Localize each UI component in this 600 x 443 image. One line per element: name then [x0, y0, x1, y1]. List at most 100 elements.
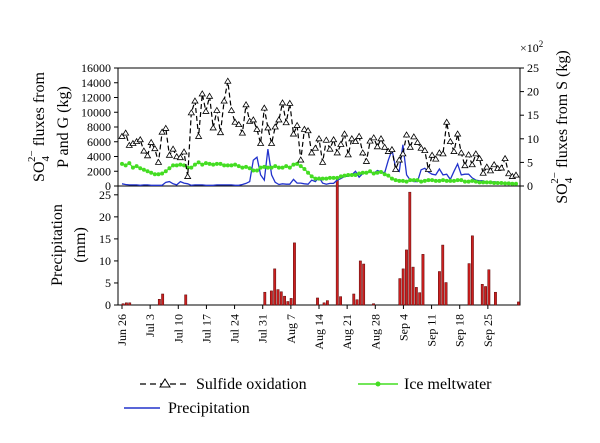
- ice-meltwater-point: [265, 165, 270, 170]
- precipitation-bar: [405, 249, 408, 306]
- ice-meltwater-point: [152, 172, 157, 177]
- legend-ice-label: Ice meltwater: [404, 376, 492, 393]
- ice-meltwater-point: [254, 168, 259, 173]
- precipitation-bar: [444, 282, 448, 306]
- sulfide-oxidation-point: [118, 132, 126, 139]
- x-tick-label: Jul 24: [228, 314, 242, 343]
- precipitation-bar: [121, 303, 125, 306]
- ice-meltwater-point: [371, 171, 376, 176]
- precipitation-bar: [322, 302, 326, 306]
- ice-meltwater-point: [342, 173, 347, 178]
- y-tick-label: 0: [105, 179, 111, 193]
- sulfide-oxidation-point: [264, 124, 272, 131]
- ice-meltwater-point: [338, 174, 343, 179]
- precipitation-bar: [283, 295, 286, 306]
- sulfide-oxidation-point: [297, 156, 305, 163]
- x-tick-label: Sep 18: [453, 314, 467, 347]
- ice-meltwater-point: [207, 161, 212, 166]
- ice-meltwater-point: [514, 181, 518, 186]
- bottom-y-ticks: 0 5 10 15 20 25: [99, 188, 118, 312]
- precipitation-bar: [286, 301, 290, 306]
- ice-meltwater-point: [503, 181, 508, 186]
- ice-meltwater-point: [327, 175, 332, 180]
- ice-meltwater-point: [331, 175, 336, 180]
- x-tick-label: Jul 17: [199, 314, 213, 343]
- ice-meltwater-point: [353, 172, 358, 177]
- sulfide-oxidation-point: [366, 137, 374, 144]
- sulfide-oxidation-point: [304, 126, 312, 134]
- sulfide-oxidation-point: [198, 90, 206, 97]
- sulfide-oxidation-point: [249, 116, 258, 123]
- ice-meltwater-point: [408, 178, 413, 183]
- sulfide-oxidation-point: [351, 137, 360, 145]
- sulfide-oxidation-point: [380, 143, 389, 150]
- sulfide-oxidation-point: [333, 149, 341, 156]
- precipitation-bar: [484, 286, 487, 306]
- sulfide-oxidation-point: [406, 143, 414, 150]
- top-left-axis-label: SO42− fluxes from: [26, 72, 52, 182]
- sulfide-oxidation-point: [238, 129, 247, 136]
- precipitation-bar: [487, 269, 491, 306]
- precipitation-bar: [263, 291, 267, 306]
- y-tick-label: 5: [527, 155, 533, 169]
- sulfide-oxidation-point: [439, 150, 447, 157]
- sulfide-oxidation-point: [395, 156, 403, 163]
- x-tick-label: Aug 21: [340, 314, 354, 350]
- precipitation-bar: [128, 302, 132, 306]
- precipitation-bar: [470, 235, 474, 306]
- ice-meltwater-point: [306, 170, 311, 175]
- ice-meltwater-point: [324, 176, 329, 181]
- precipitation-bar: [494, 291, 497, 306]
- ice-meltwater-point: [192, 162, 197, 167]
- y-tick-label: 12000: [81, 91, 111, 105]
- sulfide-oxidation-point: [421, 146, 429, 154]
- ice-meltwater-point: [495, 181, 500, 186]
- sulfide-oxidation-point: [355, 132, 363, 139]
- sulfide-oxidation-point: [340, 130, 349, 137]
- sulfide-oxidation-point: [442, 118, 451, 125]
- right-axis-multiplier: ×102: [520, 39, 543, 55]
- precipitation-bar: [293, 242, 296, 306]
- ice-meltwater-point: [276, 165, 281, 170]
- sulfide-oxidation-point: [136, 135, 144, 143]
- ice-meltwater-point: [233, 162, 238, 167]
- ice-meltwater-point: [244, 164, 249, 169]
- ice-meltwater-point: [426, 178, 431, 183]
- ice-meltwater-point: [455, 178, 460, 183]
- ice-meltwater-point: [404, 179, 409, 184]
- ice-meltwater-point: [506, 181, 511, 186]
- ice-meltwater-point: [317, 176, 321, 181]
- sulfide-oxidation-point: [472, 150, 480, 157]
- ice-meltwater-point: [138, 166, 143, 171]
- y-tick-label: 25: [99, 188, 111, 202]
- sulfide-oxidation-point: [315, 135, 323, 142]
- ice-meltwater-point: [459, 178, 464, 183]
- precipitation-bar: [157, 299, 161, 306]
- ice-meltwater-point: [291, 162, 296, 167]
- sulfide-oxidation-point: [490, 160, 498, 168]
- sulfide-oxidation-point: [169, 145, 177, 152]
- sulfide-oxidation-point: [183, 172, 192, 179]
- sulfide-oxidation-point: [326, 145, 334, 152]
- sulfide-oxidation-point: [337, 140, 345, 147]
- sulfide-oxidation-point: [227, 106, 236, 113]
- sulfide-oxidation-point: [278, 99, 287, 106]
- ice-meltwater-point: [295, 161, 300, 166]
- top-right-axis-label: SO42− fluxes from S (kg): [549, 50, 575, 203]
- precipitation-bar: [161, 293, 165, 306]
- ice-meltwater-point: [481, 180, 486, 185]
- sulfide-oxidation-point: [410, 133, 418, 140]
- y-tick-label: 25: [527, 61, 539, 75]
- ice-meltwater-point: [349, 172, 354, 177]
- ice-meltwater-point: [441, 178, 446, 183]
- sulfide-oxidation-point: [457, 149, 465, 156]
- precipitation-bar: [279, 291, 283, 306]
- ice-meltwater-point: [222, 163, 227, 168]
- top-left-axis-label-line2: P and G (kg): [55, 86, 72, 168]
- ice-meltwater-point: [448, 178, 453, 183]
- y-tick-label: 15: [99, 232, 111, 246]
- y-tick-label: 5: [105, 276, 111, 290]
- precipitation-bar: [269, 290, 273, 306]
- y-tick-label: 20: [99, 210, 111, 224]
